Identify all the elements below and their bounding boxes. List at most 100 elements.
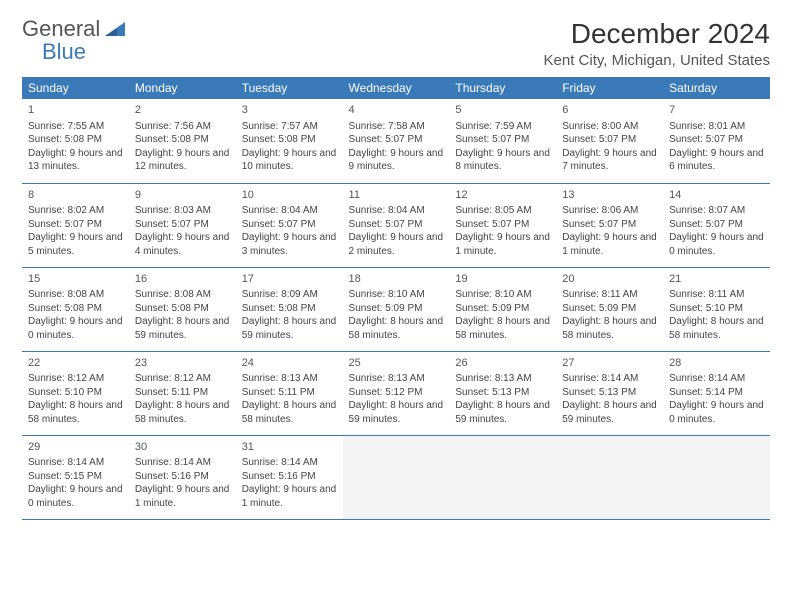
sunset-line: Sunset: 5:07 PM <box>349 218 444 232</box>
sunset-line: Sunset: 5:16 PM <box>135 470 230 484</box>
sunrise-line: Sunrise: 7:59 AM <box>455 120 550 134</box>
day-number: 9 <box>135 188 230 203</box>
sunrise-line: Sunrise: 7:56 AM <box>135 120 230 134</box>
sunrise-line: Sunrise: 8:10 AM <box>455 288 550 302</box>
sunset-line: Sunset: 5:07 PM <box>669 133 764 147</box>
calendar-cell: 7Sunrise: 8:01 AMSunset: 5:07 PMDaylight… <box>663 99 770 183</box>
calendar-row: 1Sunrise: 7:55 AMSunset: 5:08 PMDaylight… <box>22 99 770 183</box>
sunset-line: Sunset: 5:07 PM <box>349 133 444 147</box>
daylight-line: Daylight: 9 hours and 1 minute. <box>455 231 550 258</box>
daylight-line: Daylight: 8 hours and 58 minutes. <box>669 315 764 342</box>
daylight-line: Daylight: 9 hours and 3 minutes. <box>242 231 337 258</box>
day-number: 25 <box>349 356 444 371</box>
daylight-line: Daylight: 9 hours and 12 minutes. <box>135 147 230 174</box>
day-number: 30 <box>135 440 230 455</box>
sunrise-line: Sunrise: 8:09 AM <box>242 288 337 302</box>
sunrise-line: Sunrise: 8:04 AM <box>242 204 337 218</box>
day-number: 18 <box>349 272 444 287</box>
calendar-cell: 21Sunrise: 8:11 AMSunset: 5:10 PMDayligh… <box>663 267 770 351</box>
calendar-row: 8Sunrise: 8:02 AMSunset: 5:07 PMDaylight… <box>22 183 770 267</box>
weekday-header: Tuesday <box>236 77 343 99</box>
day-number: 7 <box>669 103 764 118</box>
logo-word1: General <box>22 16 100 41</box>
calendar-cell: 15Sunrise: 8:08 AMSunset: 5:08 PMDayligh… <box>22 267 129 351</box>
sunset-line: Sunset: 5:08 PM <box>28 302 123 316</box>
sunset-line: Sunset: 5:09 PM <box>349 302 444 316</box>
daylight-line: Daylight: 9 hours and 0 minutes. <box>669 231 764 258</box>
day-number: 11 <box>349 188 444 203</box>
day-number: 5 <box>455 103 550 118</box>
sunrise-line: Sunrise: 8:00 AM <box>562 120 657 134</box>
sunrise-line: Sunrise: 8:14 AM <box>28 456 123 470</box>
weekday-header: Sunday <box>22 77 129 99</box>
sunrise-line: Sunrise: 8:04 AM <box>349 204 444 218</box>
sunrise-line: Sunrise: 8:14 AM <box>242 456 337 470</box>
weekday-header: Wednesday <box>343 77 450 99</box>
calendar-row: 29Sunrise: 8:14 AMSunset: 5:15 PMDayligh… <box>22 435 770 519</box>
calendar-table: SundayMondayTuesdayWednesdayThursdayFrid… <box>22 77 770 520</box>
sunset-line: Sunset: 5:14 PM <box>669 386 764 400</box>
sunrise-line: Sunrise: 8:06 AM <box>562 204 657 218</box>
sunset-line: Sunset: 5:08 PM <box>242 133 337 147</box>
day-number: 4 <box>349 103 444 118</box>
daylight-line: Daylight: 8 hours and 59 minutes. <box>135 315 230 342</box>
sunrise-line: Sunrise: 8:03 AM <box>135 204 230 218</box>
calendar-cell: 14Sunrise: 8:07 AMSunset: 5:07 PMDayligh… <box>663 183 770 267</box>
day-number: 1 <box>28 103 123 118</box>
calendar-cell: 22Sunrise: 8:12 AMSunset: 5:10 PMDayligh… <box>22 351 129 435</box>
sunset-line: Sunset: 5:08 PM <box>135 302 230 316</box>
calendar-cell: 1Sunrise: 7:55 AMSunset: 5:08 PMDaylight… <box>22 99 129 183</box>
sunset-line: Sunset: 5:12 PM <box>349 386 444 400</box>
calendar-cell: 29Sunrise: 8:14 AMSunset: 5:15 PMDayligh… <box>22 435 129 519</box>
day-number: 23 <box>135 356 230 371</box>
sunrise-line: Sunrise: 8:14 AM <box>562 372 657 386</box>
daylight-line: Daylight: 9 hours and 7 minutes. <box>562 147 657 174</box>
sunset-line: Sunset: 5:10 PM <box>669 302 764 316</box>
day-number: 17 <box>242 272 337 287</box>
daylight-line: Daylight: 8 hours and 58 minutes. <box>28 399 123 426</box>
calendar-cell: 2Sunrise: 7:56 AMSunset: 5:08 PMDaylight… <box>129 99 236 183</box>
calendar-cell: 25Sunrise: 8:13 AMSunset: 5:12 PMDayligh… <box>343 351 450 435</box>
day-number: 15 <box>28 272 123 287</box>
day-number: 20 <box>562 272 657 287</box>
sunset-line: Sunset: 5:10 PM <box>28 386 123 400</box>
calendar-cell: 18Sunrise: 8:10 AMSunset: 5:09 PMDayligh… <box>343 267 450 351</box>
month-title: December 2024 <box>544 18 771 50</box>
day-number: 22 <box>28 356 123 371</box>
day-number: 16 <box>135 272 230 287</box>
sunset-line: Sunset: 5:07 PM <box>135 218 230 232</box>
daylight-line: Daylight: 9 hours and 1 minute. <box>242 483 337 510</box>
sunset-line: Sunset: 5:07 PM <box>562 218 657 232</box>
day-number: 10 <box>242 188 337 203</box>
calendar-cell <box>343 435 450 519</box>
daylight-line: Daylight: 8 hours and 58 minutes. <box>242 399 337 426</box>
daylight-line: Daylight: 8 hours and 59 minutes. <box>349 399 444 426</box>
day-number: 12 <box>455 188 550 203</box>
daylight-line: Daylight: 8 hours and 58 minutes. <box>455 315 550 342</box>
calendar-cell: 12Sunrise: 8:05 AMSunset: 5:07 PMDayligh… <box>449 183 556 267</box>
daylight-line: Daylight: 9 hours and 8 minutes. <box>455 147 550 174</box>
day-number: 6 <box>562 103 657 118</box>
calendar-cell: 24Sunrise: 8:13 AMSunset: 5:11 PMDayligh… <box>236 351 343 435</box>
sunrise-line: Sunrise: 8:14 AM <box>669 372 764 386</box>
logo-text-block: General Blue <box>22 18 125 64</box>
day-number: 26 <box>455 356 550 371</box>
day-number: 28 <box>669 356 764 371</box>
daylight-line: Daylight: 8 hours and 59 minutes. <box>242 315 337 342</box>
daylight-line: Daylight: 9 hours and 5 minutes. <box>28 231 123 258</box>
sunrise-line: Sunrise: 8:01 AM <box>669 120 764 134</box>
sunrise-line: Sunrise: 8:11 AM <box>562 288 657 302</box>
daylight-line: Daylight: 9 hours and 0 minutes. <box>28 315 123 342</box>
daylight-line: Daylight: 8 hours and 58 minutes. <box>349 315 444 342</box>
daylight-line: Daylight: 9 hours and 10 minutes. <box>242 147 337 174</box>
day-number: 14 <box>669 188 764 203</box>
sunset-line: Sunset: 5:08 PM <box>242 302 337 316</box>
sunset-line: Sunset: 5:07 PM <box>669 218 764 232</box>
calendar-cell: 3Sunrise: 7:57 AMSunset: 5:08 PMDaylight… <box>236 99 343 183</box>
daylight-line: Daylight: 9 hours and 2 minutes. <box>349 231 444 258</box>
sunrise-line: Sunrise: 8:13 AM <box>349 372 444 386</box>
sunrise-line: Sunrise: 8:12 AM <box>135 372 230 386</box>
calendar-cell: 28Sunrise: 8:14 AMSunset: 5:14 PMDayligh… <box>663 351 770 435</box>
weekday-header: Friday <box>556 77 663 99</box>
daylight-line: Daylight: 9 hours and 1 minute. <box>562 231 657 258</box>
